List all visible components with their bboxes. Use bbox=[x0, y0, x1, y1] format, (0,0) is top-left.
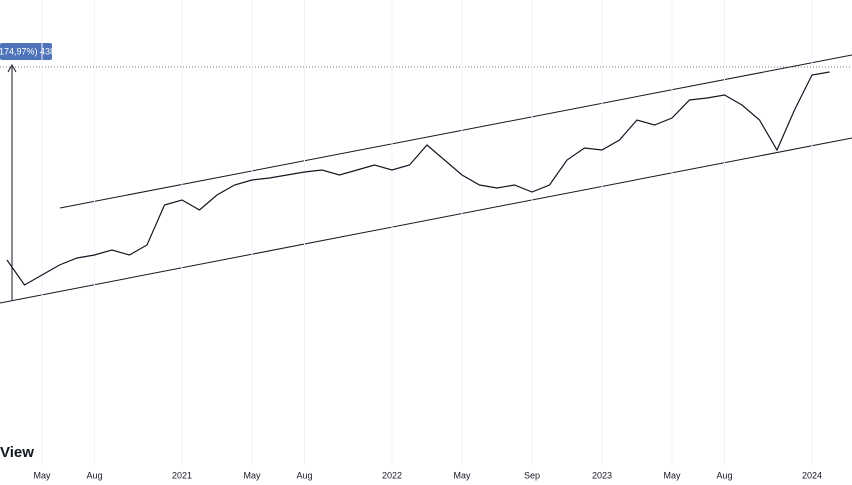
x-tick-label: May bbox=[243, 470, 261, 480]
x-tick-label: Sep bbox=[524, 470, 540, 480]
channel-upper bbox=[59, 54, 852, 209]
x-tick-label: 2023 bbox=[592, 470, 612, 480]
x-tick-label: May bbox=[33, 470, 51, 480]
watermark: View bbox=[0, 444, 34, 461]
x-tick-label: Aug bbox=[296, 470, 312, 480]
price-line bbox=[6, 71, 830, 286]
x-tick-label: 2024 bbox=[802, 470, 822, 480]
x-tick-label: May bbox=[453, 470, 471, 480]
x-tick-label: May bbox=[663, 470, 681, 480]
measure-arrow bbox=[7, 63, 17, 73]
measure-label-box bbox=[0, 43, 52, 60]
x-tick-label: Aug bbox=[86, 470, 102, 480]
x-tick-label: 2022 bbox=[382, 470, 402, 480]
x-tick-label: Aug bbox=[716, 470, 732, 480]
measure-label: (174,97%) 4382 bbox=[0, 46, 60, 56]
x-tick-label: 2021 bbox=[172, 470, 192, 480]
channel-lower bbox=[0, 137, 852, 304]
